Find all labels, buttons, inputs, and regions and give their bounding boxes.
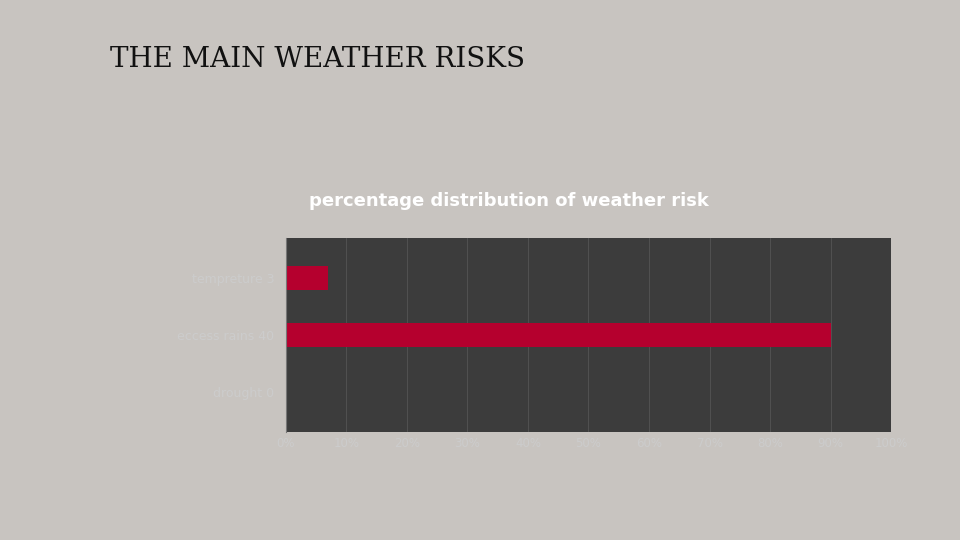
- Bar: [286, 266, 328, 290]
- Text: percentage distribution of weather risk: percentage distribution of weather risk: [309, 192, 708, 210]
- Bar: [286, 323, 830, 347]
- Text: THE MAIN WEATHER RISKS: THE MAIN WEATHER RISKS: [110, 46, 525, 73]
